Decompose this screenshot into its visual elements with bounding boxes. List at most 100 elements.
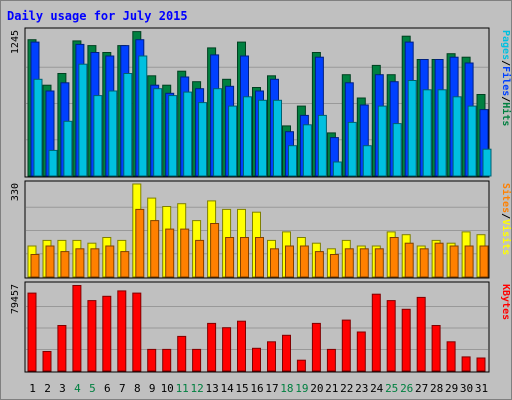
legend-entry: / bbox=[500, 96, 511, 102]
bar bbox=[255, 237, 264, 278]
bar bbox=[45, 245, 55, 278]
bar bbox=[27, 292, 37, 372]
bar bbox=[302, 124, 312, 177]
bar bbox=[416, 296, 426, 372]
x-tick-label: 14 bbox=[220, 382, 234, 395]
bar bbox=[371, 293, 381, 372]
legend-entry: Files bbox=[500, 66, 512, 96]
bar bbox=[362, 145, 372, 177]
legend-entry: / bbox=[500, 213, 511, 219]
bar bbox=[452, 96, 462, 177]
bar bbox=[270, 248, 279, 278]
bar bbox=[461, 356, 471, 372]
chart-panels: 1245 Pages/Files/Hits 330 Sites/Visits 79457… bbox=[10, 27, 512, 373]
legend-entry: Pages bbox=[500, 30, 511, 60]
bar bbox=[225, 237, 235, 278]
bar bbox=[165, 228, 175, 278]
x-tick-label: 22 bbox=[340, 382, 353, 395]
bar bbox=[147, 348, 157, 372]
series-legend: Sites/Visits bbox=[500, 183, 512, 255]
bar bbox=[437, 89, 447, 177]
bar bbox=[153, 88, 163, 177]
bar bbox=[311, 322, 321, 372]
bar bbox=[314, 251, 324, 278]
bar bbox=[482, 148, 492, 177]
bar bbox=[329, 254, 339, 278]
bar bbox=[33, 78, 43, 177]
x-tick-label: 28 bbox=[430, 382, 443, 395]
bar bbox=[228, 105, 238, 177]
bar bbox=[267, 341, 276, 372]
series-legend: Pages/Files/Hits bbox=[500, 30, 512, 126]
chart-title: Daily usage for July 2015 bbox=[7, 9, 188, 23]
bar bbox=[386, 300, 396, 372]
bar bbox=[464, 245, 474, 278]
x-tick-label: 24 bbox=[370, 382, 384, 395]
bar bbox=[162, 348, 172, 372]
ymax-label: 79457 bbox=[10, 284, 21, 314]
bar bbox=[222, 327, 232, 372]
bar bbox=[356, 331, 366, 372]
bar bbox=[210, 223, 220, 278]
bar bbox=[359, 248, 369, 278]
bar bbox=[90, 248, 100, 278]
x-tick-label: 30 bbox=[460, 382, 473, 395]
x-tick-label: 25 bbox=[385, 382, 398, 395]
bar bbox=[401, 308, 411, 372]
bar bbox=[407, 80, 417, 177]
bar bbox=[75, 248, 85, 278]
x-tick-label: 18 bbox=[280, 382, 293, 395]
bar bbox=[479, 245, 489, 278]
bar bbox=[60, 251, 70, 278]
x-tick-label: 10 bbox=[161, 382, 174, 395]
bar bbox=[344, 248, 354, 278]
panel-hits-files-pages: 1245 Pages/Files/Hits bbox=[10, 27, 512, 178]
bar bbox=[392, 123, 402, 177]
x-axis: 1 2 3 4 5 6 7 8 9 10 11 12 13 14 15 16 17 18 19 20 21 22 23 24 2… bbox=[29, 382, 488, 395]
bar bbox=[446, 341, 456, 372]
x-tick-label: 17 bbox=[265, 382, 278, 395]
legend-entry: KBytes bbox=[500, 284, 511, 320]
bar bbox=[108, 90, 118, 177]
bar bbox=[78, 63, 88, 177]
bar bbox=[63, 120, 73, 177]
bar bbox=[285, 245, 294, 278]
bar bbox=[332, 161, 342, 177]
x-tick-label: 12 bbox=[190, 382, 203, 395]
bar bbox=[102, 295, 112, 372]
x-tick-label: 3 bbox=[59, 382, 66, 395]
ymax-label: 330 bbox=[10, 183, 21, 201]
legend-entry: Sites bbox=[500, 183, 512, 213]
bar bbox=[120, 251, 130, 278]
x-tick-label: 15 bbox=[235, 382, 248, 395]
x-tick-label: 13 bbox=[205, 382, 218, 395]
bar bbox=[296, 359, 306, 372]
legend-entry: Hits bbox=[500, 102, 512, 126]
bar bbox=[42, 351, 52, 372]
bar bbox=[419, 248, 429, 278]
bar bbox=[93, 95, 103, 177]
x-tick-label: 2 bbox=[44, 382, 51, 395]
bar bbox=[177, 335, 187, 372]
bar bbox=[192, 348, 202, 372]
bar bbox=[237, 320, 246, 372]
x-tick-label: 26 bbox=[400, 382, 413, 395]
x-tick-label: 7 bbox=[119, 382, 126, 395]
bar bbox=[288, 145, 297, 177]
bar bbox=[195, 239, 205, 278]
x-tick-label: 8 bbox=[134, 382, 141, 395]
series-sites bbox=[30, 208, 489, 278]
x-tick-label: 4 bbox=[74, 382, 81, 395]
bar bbox=[404, 242, 414, 278]
legend-entry: / bbox=[500, 60, 511, 66]
bar bbox=[72, 285, 82, 372]
bar bbox=[347, 121, 357, 177]
series-pages bbox=[33, 55, 492, 177]
bar bbox=[299, 245, 309, 278]
panel-visits-sites: 330 Sites/Visits bbox=[10, 180, 512, 279]
bar bbox=[467, 105, 477, 177]
bar bbox=[341, 319, 351, 372]
bar bbox=[117, 290, 127, 372]
bar bbox=[213, 88, 223, 177]
